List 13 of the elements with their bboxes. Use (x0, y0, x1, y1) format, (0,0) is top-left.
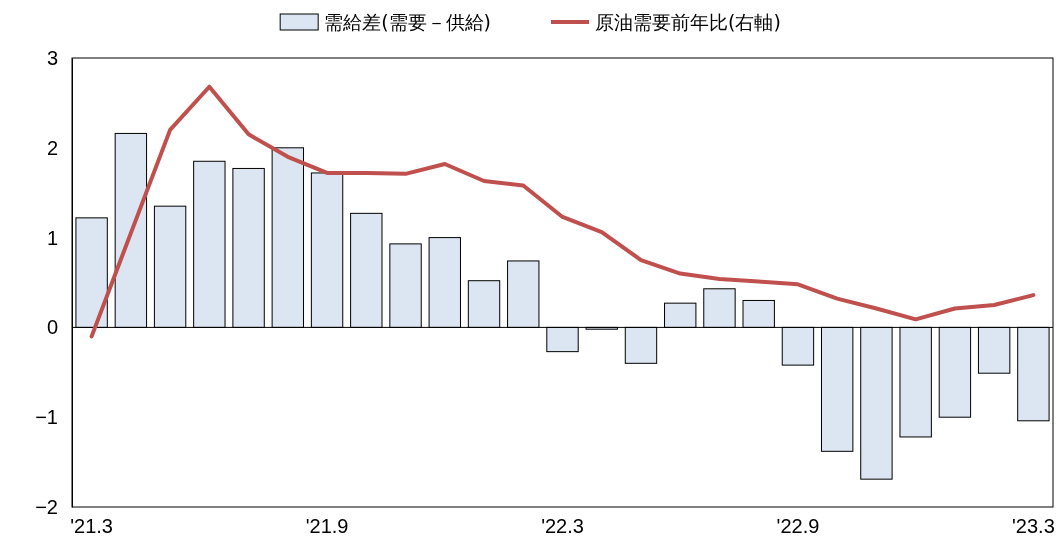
y-tick-label: 3 (46, 46, 58, 69)
x-tick-label: '23.3 (1012, 515, 1055, 538)
x-tick-label: '22.3 (541, 515, 584, 538)
x-tick-label: '21.3 (70, 515, 113, 538)
legend-label: 原油需要前年比(右軸) (595, 11, 781, 33)
y-tick-label: 2 (46, 136, 58, 159)
y-tick-label: 0 (46, 316, 58, 339)
legend-label: 需給差(需要－供給) (324, 11, 491, 33)
y-tick-label: −1 (35, 406, 58, 429)
x-tick-label: '22.9 (776, 515, 820, 538)
y-tick-label: −2 (35, 495, 58, 518)
x-tick-label: '21.9 (305, 515, 349, 538)
y-tick-label: 1 (46, 226, 58, 249)
